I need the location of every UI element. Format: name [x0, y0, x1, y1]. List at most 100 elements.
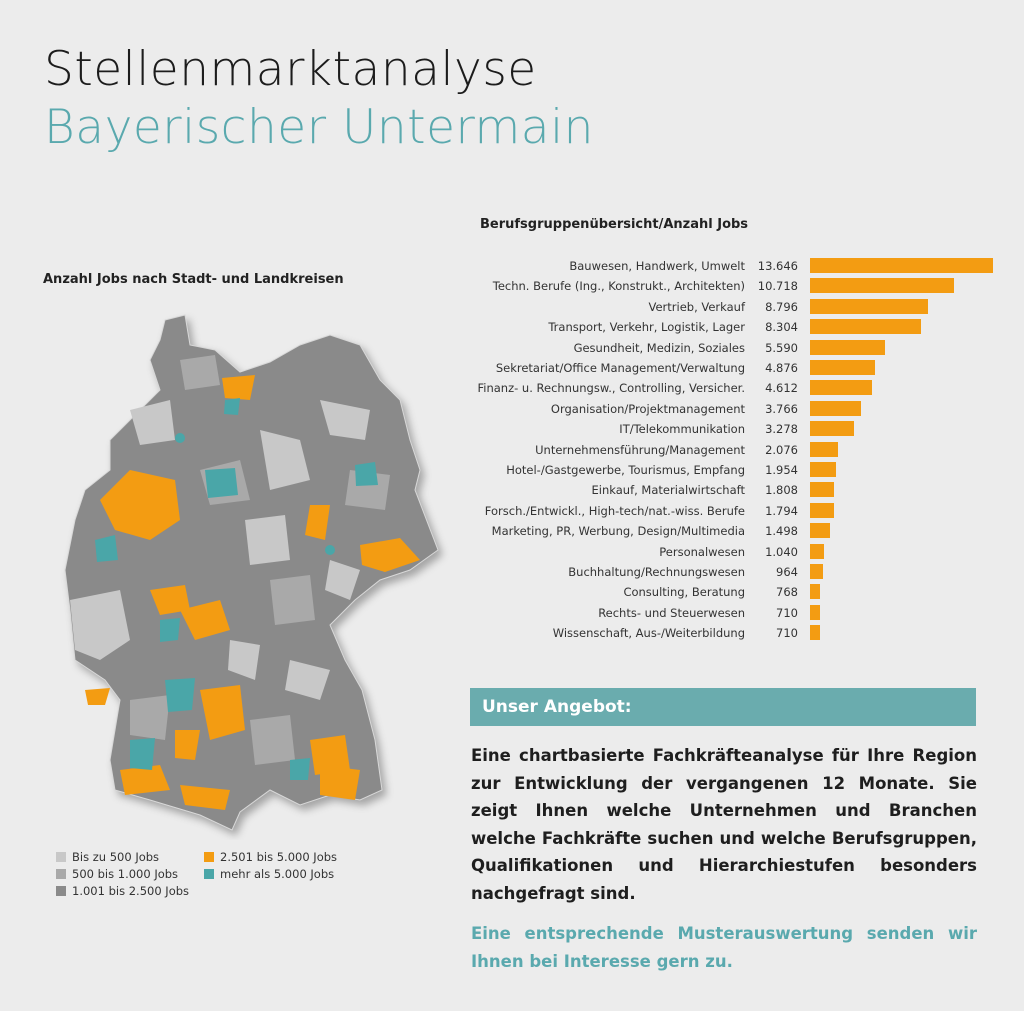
legend-item: mehr als 5.000 Jobs: [204, 867, 334, 881]
legend-swatch: [204, 869, 214, 879]
bar: [810, 625, 820, 641]
bar-row: Buchhaltung/Rechnungswesen 964: [470, 562, 1010, 582]
bar-value-label: 768: [776, 585, 798, 600]
legend-label: mehr als 5.000 Jobs: [220, 867, 335, 881]
bar-label: Personalwesen: [659, 544, 745, 559]
bar: [810, 360, 876, 375]
bar: [810, 421, 854, 437]
bar-value-label: 710: [776, 605, 798, 620]
bar-row: Unternehmensführung/Management 2.076: [470, 440, 1010, 460]
page-subtitle: Bayerischer Untermain: [44, 100, 594, 155]
bar-row: Finanz- u. Rechnungsw., Controlling, Ver…: [470, 378, 1010, 398]
bar: [810, 319, 922, 335]
bar: [810, 482, 835, 498]
bar-label: Buchhaltung/Rechnungswesen: [568, 565, 745, 579]
bar-label: Finanz- u. Rechnungsw., Controlling, Ver…: [477, 381, 745, 396]
bar-value-label: 2.076: [765, 442, 798, 457]
bar-label: Gesundheit, Medizin, Soziales: [573, 340, 745, 355]
bar: [810, 543, 824, 559]
bar: [810, 523, 831, 539]
bar: [810, 604, 820, 620]
bar-row: Gesundheit, Medizin, Soziales 5.590: [470, 338, 1010, 358]
bar-value-label: 8.304: [765, 320, 798, 335]
legend-item: 500 bis 1.000 Jobs: [56, 867, 178, 881]
germany-map: [64, 314, 439, 831]
bar: [810, 380, 872, 396]
legend-item: 2.501 bis 5.000 Jobs: [204, 850, 337, 864]
bar-row: Transport, Verkehr, Logistik, Lager 8.304: [470, 317, 1010, 337]
bar-label: Vertrieb, Verkauf: [648, 299, 745, 314]
light-districts: [70, 400, 370, 700]
legend-swatch: [56, 852, 66, 862]
offer-footer: Eine entsprechende Musterauswertung send…: [471, 924, 977, 971]
map-title: Anzahl Jobs nach Stadt- und Landkreisen: [43, 272, 344, 287]
bar-row: Vertrieb, Verkauf 8.796: [470, 297, 1010, 317]
bar-value-label: 964: [776, 565, 798, 579]
bar-label: Bauwesen, Handwerk, Umwelt: [569, 259, 745, 273]
bar: [810, 278, 954, 294]
bar-row: Marketing, PR, Werbung, Design/Multimedi…: [470, 521, 1010, 541]
legend-label: 500 bis 1.000 Jobs: [72, 867, 179, 881]
legend-item: Bis zu 500 Jobs: [56, 850, 159, 864]
bar-label: Rechts- und Steuerwesen: [598, 605, 745, 620]
bar-row: Rechts- und Steuerwesen 710: [470, 603, 1010, 623]
bar: [810, 400, 861, 416]
bar-row: IT/Telekommunikation 3.278: [470, 419, 1010, 439]
teal-districts: [95, 398, 378, 780]
bar-row: Einkauf, Materialwirtschaft 1.808: [470, 480, 1010, 500]
bar-value-label: 1.954: [765, 463, 798, 477]
bar: [810, 564, 823, 579]
bar-label: Organisation/Projektmanagement: [550, 401, 745, 416]
bar: [810, 339, 885, 355]
legend-item: 1.001 bis 2.500 Jobs: [56, 884, 189, 898]
bar-value-label: 3.278: [765, 422, 798, 437]
bar-value-label: 1.808: [765, 483, 798, 498]
legend-label: Bis zu 500 Jobs: [72, 850, 160, 864]
bar-row: Organisation/Projektmanagement 3.766: [470, 399, 1010, 419]
bar-label: Unternehmensführung/Management: [535, 442, 745, 457]
bar-label: Marketing, PR, Werbung, Design/Multimedi…: [491, 524, 745, 539]
page-title: Stellenmarktanalyse: [44, 42, 537, 97]
bar-row: Hotel-/Gastgewerbe, Tourismus, Empfang 1.…: [470, 460, 1010, 480]
bar: [810, 502, 835, 518]
bar-value-label: 8.796: [765, 299, 798, 314]
bar-label: Forsch./Entwickl., High-tech/nat.-wiss. …: [484, 503, 745, 518]
bar: [810, 441, 838, 457]
bar-label: Techn. Berufe (Ing., Konstrukt., Archite…: [492, 279, 745, 294]
legend-swatch: [56, 869, 66, 879]
bar: [810, 298, 928, 314]
offer-heading: Unser Angebot:: [470, 688, 976, 726]
bar-value-label: 710: [776, 626, 798, 641]
bar-label: Sekretariat/Office Management/Verwaltung: [495, 361, 745, 375]
bar-label: Wissenschaft, Aus-/Weiterbildung: [552, 626, 745, 641]
bar-label: Einkauf, Materialwirtschaft: [591, 483, 745, 498]
orange-districts: [85, 375, 420, 810]
bar-row: Consulting, Beratung 768: [470, 582, 1010, 602]
chart-title: Berufsgruppenübersicht/Anzahl Jobs: [480, 217, 749, 232]
bar-label: IT/Telekommunikation: [619, 422, 745, 437]
legend-swatch: [56, 886, 66, 896]
bar-row: Wissenschaft, Aus-/Weiterbildung 710: [470, 623, 1010, 643]
bar-value-label: 1.498: [765, 524, 798, 539]
bar-value-label: 10.718: [757, 279, 798, 294]
bar-row: Bauwesen, Handwerk, Umwelt 13.646: [470, 256, 1010, 276]
bar-label: Consulting, Beratung: [623, 585, 745, 600]
bar-label: Hotel-/Gastgewerbe, Tourismus, Empfang: [506, 463, 745, 477]
bar: [810, 258, 993, 273]
bar-value-label: 1.794: [765, 503, 798, 518]
bar-value-label: 3.766: [765, 401, 798, 416]
bar-value-label: 1.040: [765, 544, 798, 559]
bar-label: Transport, Verkehr, Logistik, Lager: [548, 320, 745, 335]
bar-row: Personalwesen 1.040: [470, 542, 1010, 562]
legend-swatch: [204, 852, 214, 862]
offer-body: Eine chartbasierte Fachkräfteanalyse für…: [471, 746, 977, 903]
bar-value-label: 4.876: [765, 361, 798, 375]
bar: [810, 462, 837, 477]
bar-value-label: 13.646: [757, 259, 798, 273]
bar-value-label: 5.590: [765, 340, 798, 355]
bar-row: Sekretariat/Office Management/Verwaltung…: [470, 358, 1010, 378]
bar-row: Forsch./Entwickl., High-tech/nat.-wiss. …: [470, 501, 1010, 521]
bar-row: Techn. Berufe (Ing., Konstrukt., Archite…: [470, 276, 1010, 296]
legend-label: 1.001 bis 2.500 Jobs: [72, 884, 190, 898]
legend-label: 2.501 bis 5.000 Jobs: [220, 850, 338, 864]
